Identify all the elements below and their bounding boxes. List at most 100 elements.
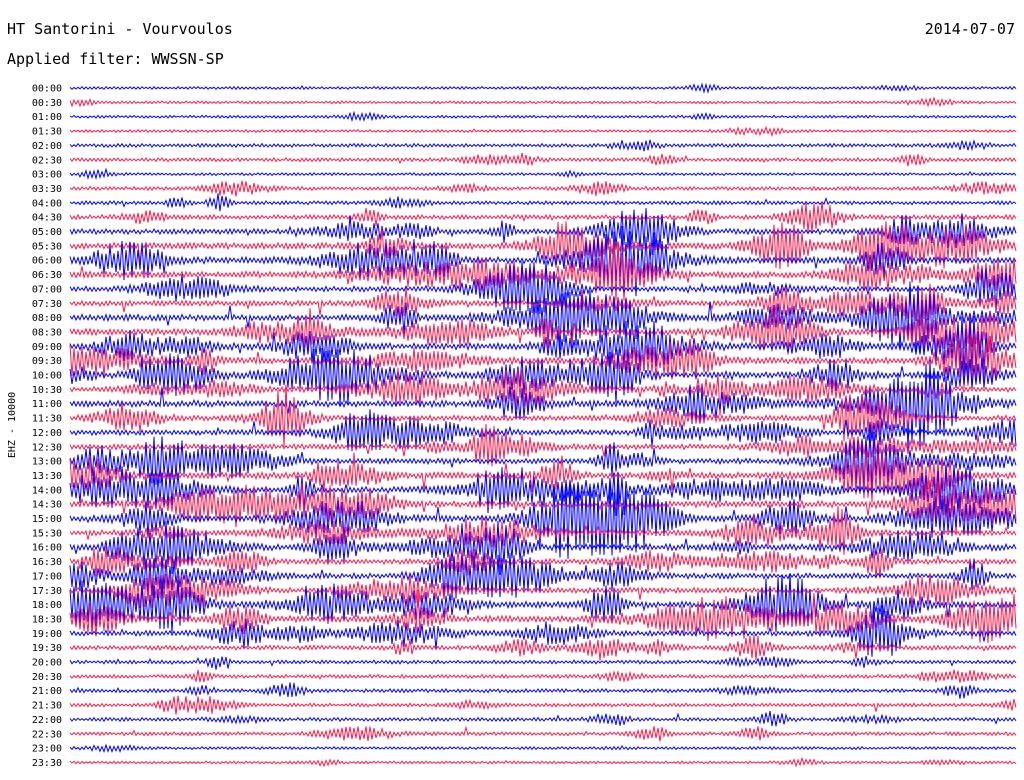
trace-line [69,710,1017,727]
trace-line [69,669,1017,683]
trace-line [69,589,1017,644]
time-tick-label: 14:30 [32,500,62,511]
trace-line [69,221,1017,273]
trace-line [69,96,1017,108]
trace-line [69,367,1017,416]
record-date: 2014-07-07 [924,20,1015,38]
trace-line [69,572,1017,608]
time-tick-label: 08:30 [32,327,62,338]
trace-line [69,180,1017,197]
trace-line [69,553,1017,601]
time-tick-label: 04:30 [32,213,62,224]
time-tick-label: 05:30 [32,241,62,252]
trace-line [69,546,1017,579]
trace-line [69,520,1017,575]
time-tick-label: 10:00 [32,371,62,382]
time-tick-label: 20:30 [32,672,62,683]
trace-line [69,451,1017,503]
time-tick-label: 08:00 [32,313,62,324]
time-tick-label: 23:00 [32,744,62,755]
time-tick-label: 07:00 [32,284,62,295]
time-tick-label: 06:30 [32,270,62,281]
time-tick-label: 03:30 [32,184,62,195]
trace-line [69,725,1017,742]
trace-line [69,409,1017,452]
time-tick-label: 21:30 [32,701,62,712]
trace-line [69,505,1017,555]
trace-line [69,423,1017,467]
trace-line [69,479,1017,559]
trace-line [69,167,1017,181]
time-tick-label: 12:30 [32,442,62,453]
trace-line [69,281,1017,355]
time-tick-label: 02:30 [32,155,62,166]
time-tick-label: 22:00 [32,715,62,726]
time-tick-label: 16:00 [32,543,62,554]
time-tick-label: 11:00 [32,399,62,410]
time-tick-label: 23:30 [32,758,62,769]
trace-line [69,193,1017,212]
trace-line [69,655,1017,670]
time-tick-label: 09:00 [32,342,62,353]
time-tick-label: 00:30 [32,98,62,109]
time-tick-group: 00:00 00:30 01:00 01:30 02:00 02:30 03:00 03:30… [32,84,62,769]
trace-line [69,605,1017,657]
trace-line [69,347,1017,406]
time-tick-label: 18:00 [32,600,62,611]
trace-line [69,743,1017,754]
trace-line [69,426,1017,495]
time-tick-label: 13:00 [32,457,62,468]
time-tick-label: 21:00 [32,686,62,697]
time-tick-label: 00:00 [32,84,62,95]
trace-line [69,695,1017,715]
trace-line [69,152,1017,167]
time-tick-label: 04:00 [32,198,62,209]
trace-line [69,82,1017,94]
time-tick-label: 07:30 [32,299,62,310]
filter-label: Applied filter: WWSSN-SP [7,50,224,68]
time-tick-label: 15:00 [32,514,62,525]
time-tick-label: 15:30 [32,528,62,539]
trace-line [69,756,1017,768]
time-tick-label: 01:00 [32,112,62,123]
trace-line [69,384,1017,447]
trace-line [69,334,1017,389]
trace-line [69,125,1017,138]
time-tick-label: 16:30 [32,557,62,568]
trace-line [69,201,1017,233]
time-tick-label: 13:30 [32,471,62,482]
trace-line [69,308,1017,355]
trace-line [69,634,1017,661]
time-tick-label: 05:00 [32,227,62,238]
time-tick-label: 09:30 [32,356,62,367]
trace-line [69,241,1017,301]
trace-line [69,682,1017,699]
time-tick-label: 14:00 [32,485,62,496]
time-tick-label: 17:30 [32,586,62,597]
time-tick-label: 11:30 [32,414,62,425]
time-tick-label: 18:30 [32,614,62,625]
trace-line [69,260,1017,315]
trace-line [69,138,1017,152]
trace-line [69,283,1017,326]
trace-line [69,573,1017,633]
trace-line [69,110,1017,123]
trace-line [69,479,1017,536]
trace-line [69,225,1017,298]
trace-line [69,208,1017,255]
time-tick-label: 01:30 [32,127,62,138]
time-tick-label: 20:00 [32,658,62,669]
time-tick-label: 12:00 [32,428,62,439]
time-tick-label: 03:00 [32,170,62,181]
time-tick-label: 02:00 [32,141,62,152]
time-tick-label: 10:30 [32,385,62,396]
time-tick-label: 22:30 [32,729,62,740]
time-tick-label: 17:00 [32,571,62,582]
time-tick-label: 19:30 [32,643,62,654]
time-tick-label: 19:00 [32,629,62,640]
time-tick-label: 06:00 [32,256,62,267]
trace-group [69,82,1017,768]
channel-label: EHZ - 10000 [7,392,18,458]
trace-line [69,315,1017,381]
